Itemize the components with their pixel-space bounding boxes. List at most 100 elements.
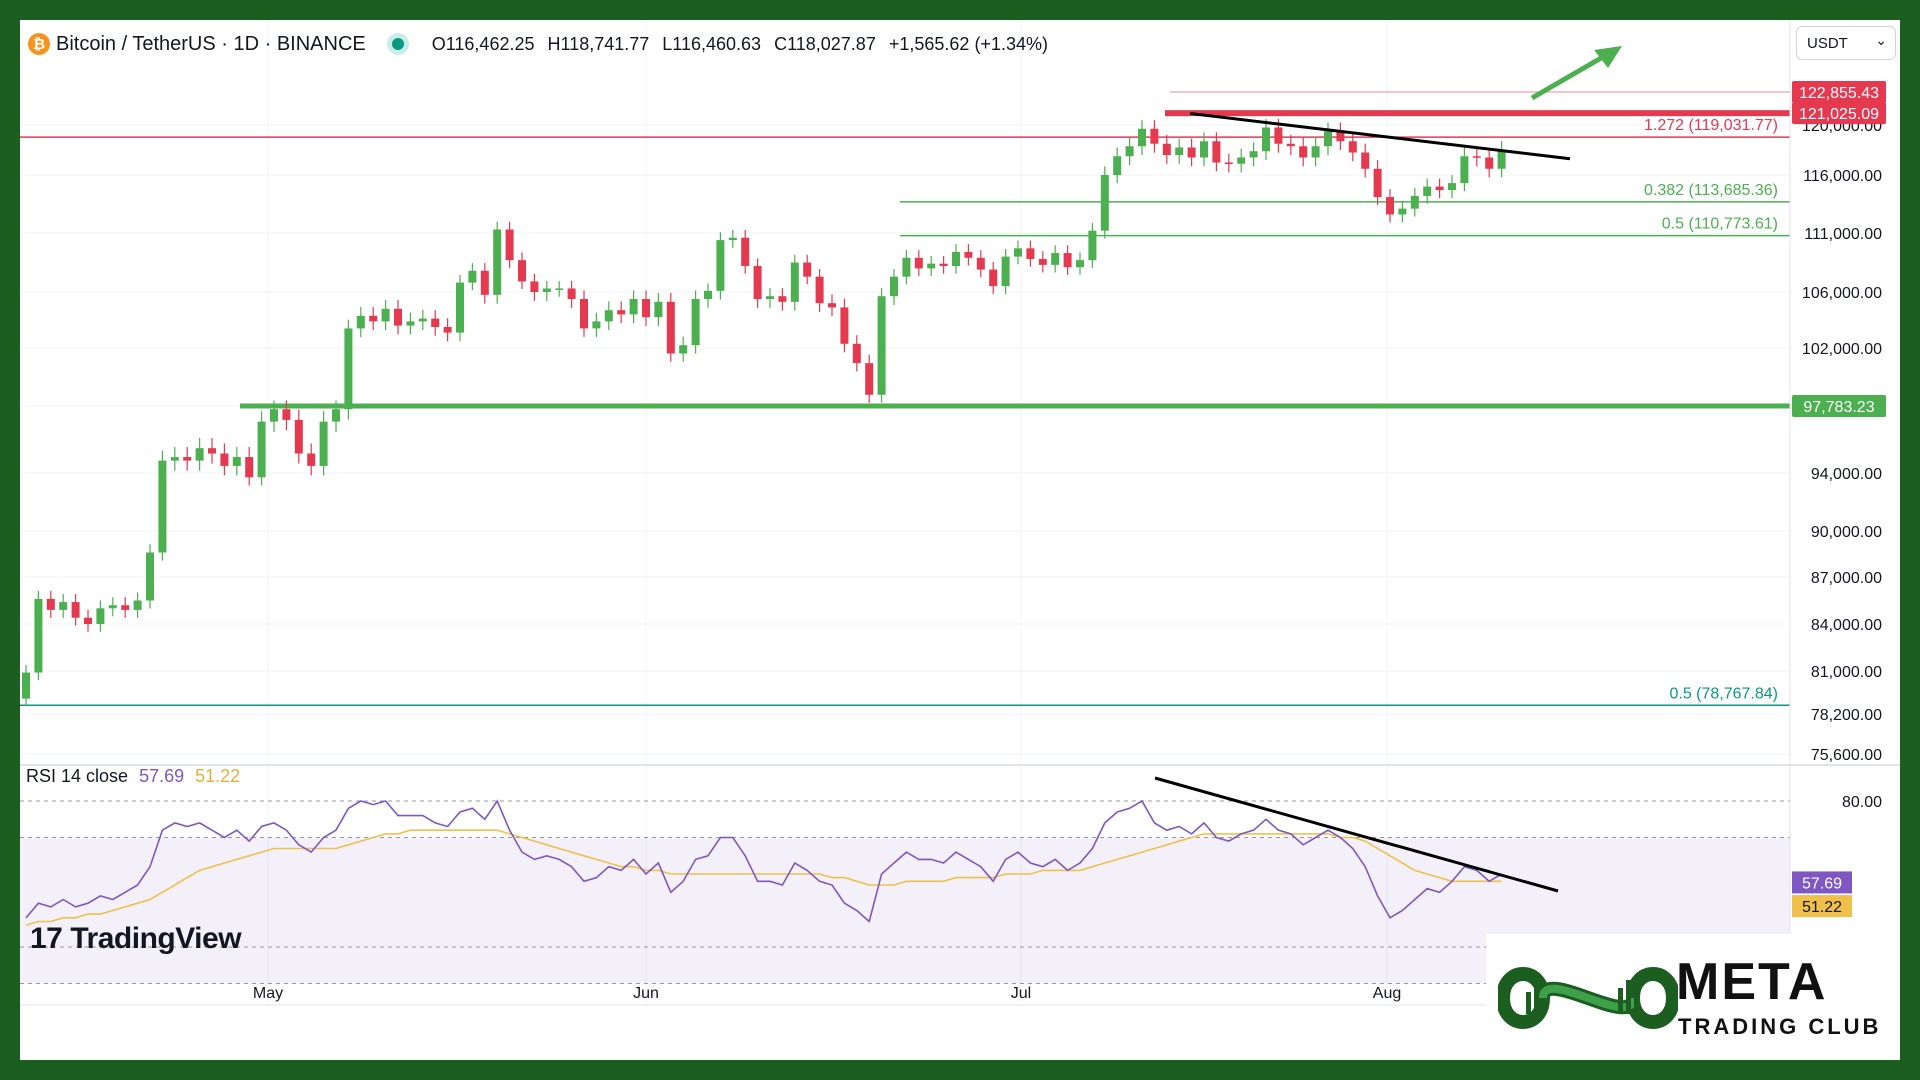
y-tick-label: 75,600.00	[1811, 747, 1882, 764]
candle-body	[1324, 131, 1332, 147]
candle-body	[790, 262, 799, 302]
candle-body	[1200, 141, 1208, 158]
currency-select[interactable]: USDT ⌄	[1796, 26, 1896, 60]
fib-label: 0.5 (78,767.84)	[1669, 685, 1778, 702]
candle-body	[1262, 127, 1270, 152]
candle-body	[604, 310, 613, 322]
candle-body	[257, 421, 266, 478]
candle-body	[976, 257, 985, 270]
candle-body	[1361, 152, 1370, 169]
candle-body	[704, 290, 712, 299]
candle-body	[1162, 143, 1171, 155]
candle-body	[1448, 183, 1456, 191]
candle-body	[34, 598, 43, 673]
candle-body	[642, 299, 650, 318]
price-tag	[1792, 102, 1886, 125]
rsi-ma-tag-label: 51.22	[1802, 899, 1842, 916]
candle-body	[1299, 146, 1308, 158]
brand-subtitle: TRADING CLUB	[1678, 1014, 1882, 1039]
market-status-icon	[391, 38, 404, 50]
grid-layer	[20, 20, 1790, 1005]
candle-body	[716, 240, 725, 291]
y-tick-label: 87,000.00	[1811, 570, 1882, 587]
change-value: +1,565.62 (+1.34%)	[888, 33, 1048, 54]
candle-body	[1088, 230, 1097, 261]
symbol-title[interactable]: Bitcoin / TetherUS · 1D · BINANCE	[56, 32, 366, 55]
candle-body	[1435, 186, 1444, 191]
candle-body	[1224, 162, 1233, 164]
candle-body	[691, 299, 700, 346]
candle-body	[356, 315, 365, 329]
price-tag	[1792, 81, 1886, 103]
rsi-trendline	[1154, 776, 1559, 893]
chart-frame: 1.272 (119,031.77) 0.382 (113,685.36) 0.5 …	[20, 20, 1900, 1060]
candle-body	[307, 453, 316, 466]
candle-body	[59, 602, 68, 610]
candle-body	[282, 409, 291, 420]
y-tick-label: 94,000.00	[1811, 466, 1882, 483]
candle-body	[1373, 168, 1382, 198]
candle-body	[877, 296, 886, 395]
candle-body	[852, 343, 861, 364]
infinity-logo-icon	[1498, 967, 1678, 1029]
candle-body	[344, 328, 353, 410]
candle-body	[468, 270, 477, 283]
candle-body	[418, 318, 427, 322]
candle-body	[443, 327, 452, 333]
candle-body	[1113, 156, 1122, 175]
candle-body	[1485, 157, 1494, 169]
candle-body	[183, 457, 192, 461]
candle-body	[592, 321, 601, 329]
candle-body	[1423, 186, 1432, 196]
candle-body	[1063, 253, 1072, 268]
candle-body	[71, 602, 80, 618]
candle-body	[629, 299, 638, 315]
candle-body	[121, 605, 130, 610]
candle-body	[381, 308, 390, 322]
candle-body	[654, 301, 663, 318]
candle-body	[1410, 195, 1419, 209]
rsi-legend[interactable]: RSI 14 close 57.69 51.22	[26, 766, 240, 787]
level-layer: 1.272 (119,031.77) 0.382 (113,685.36) 0.5 …	[20, 91, 1790, 707]
chart-canvas[interactable]: 1.272 (119,031.77) 0.382 (113,685.36) 0.5 …	[20, 20, 1900, 1060]
candle-body	[1460, 156, 1469, 184]
candle-body	[567, 288, 576, 299]
candle-body	[394, 308, 402, 326]
candle-body	[208, 448, 216, 454]
candle-body	[1138, 128, 1146, 147]
candle-body	[741, 237, 750, 267]
candle-body	[1497, 150, 1506, 169]
candle-body	[1311, 146, 1320, 158]
candle-body	[803, 262, 812, 277]
fib-label: 1.272 (119,031.77)	[1644, 117, 1778, 134]
x-tick-label: Jun	[633, 985, 659, 1002]
candle-body	[1386, 197, 1394, 215]
candle-body	[840, 307, 849, 344]
x-tick-label: Jul	[1011, 985, 1031, 1002]
candle-body	[530, 281, 539, 292]
candle-body	[158, 460, 167, 553]
candle-body	[22, 672, 30, 699]
candle-body	[728, 237, 737, 241]
candle-body	[170, 457, 179, 461]
candle-body	[406, 321, 415, 326]
chevron-down-icon: ⌄	[1875, 32, 1887, 48]
candle-body	[195, 448, 204, 461]
candle-body	[294, 419, 303, 454]
tradingview-wordmark: TradingView	[70, 922, 242, 955]
candle-body	[1150, 128, 1159, 144]
symbol-header: ₿ Bitcoin / TetherUS · 1D · BINANCE O116…	[28, 30, 1056, 58]
candle-body	[1249, 151, 1258, 158]
y-tick-label: 78,200.00	[1811, 707, 1882, 724]
candle-body	[270, 409, 278, 422]
candle-body	[766, 296, 774, 299]
candle-body	[865, 363, 874, 395]
close-value: C118,027.87	[774, 33, 876, 54]
tradingview-logo[interactable]: 17 TradingView	[30, 922, 242, 956]
rsi-label: RSI 14 close	[26, 766, 129, 786]
resistance-zone	[1165, 110, 1790, 117]
rsi-legend-value: 57.69	[139, 766, 185, 786]
rsi-legend-ma-value: 51.22	[195, 766, 241, 786]
candle-body	[493, 229, 502, 295]
price-tag-label: 121,025.09	[1799, 106, 1879, 123]
